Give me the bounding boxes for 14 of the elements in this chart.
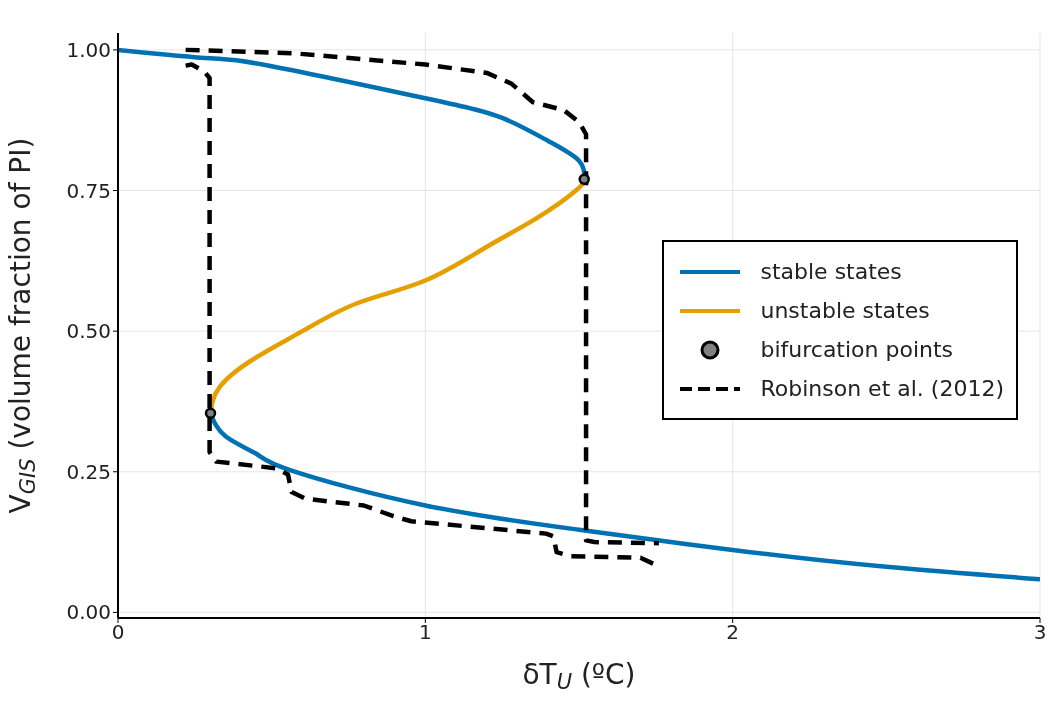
legend-label: Robinson et al. (2012)	[760, 376, 1004, 401]
legend-label: bifurcation points	[760, 337, 954, 362]
x-tick-label: 0	[111, 620, 125, 645]
y-tick-label: 1.00	[66, 37, 111, 62]
x-tick-label: 2	[726, 620, 740, 645]
y-tick-label: 0.75	[66, 178, 111, 203]
x-axis-title: δT$_{U}$ (ºC)	[522, 658, 636, 695]
y-tick-label: 0.00	[66, 600, 111, 625]
x-tick-label: 3	[1033, 620, 1047, 645]
legend-label: unstable states	[760, 298, 930, 323]
y-tick-label: 0.25	[66, 459, 111, 484]
legend-label: stable states	[760, 259, 902, 284]
y-tick-label: 0.50	[66, 319, 111, 344]
x-tick-label: 1	[418, 620, 432, 645]
